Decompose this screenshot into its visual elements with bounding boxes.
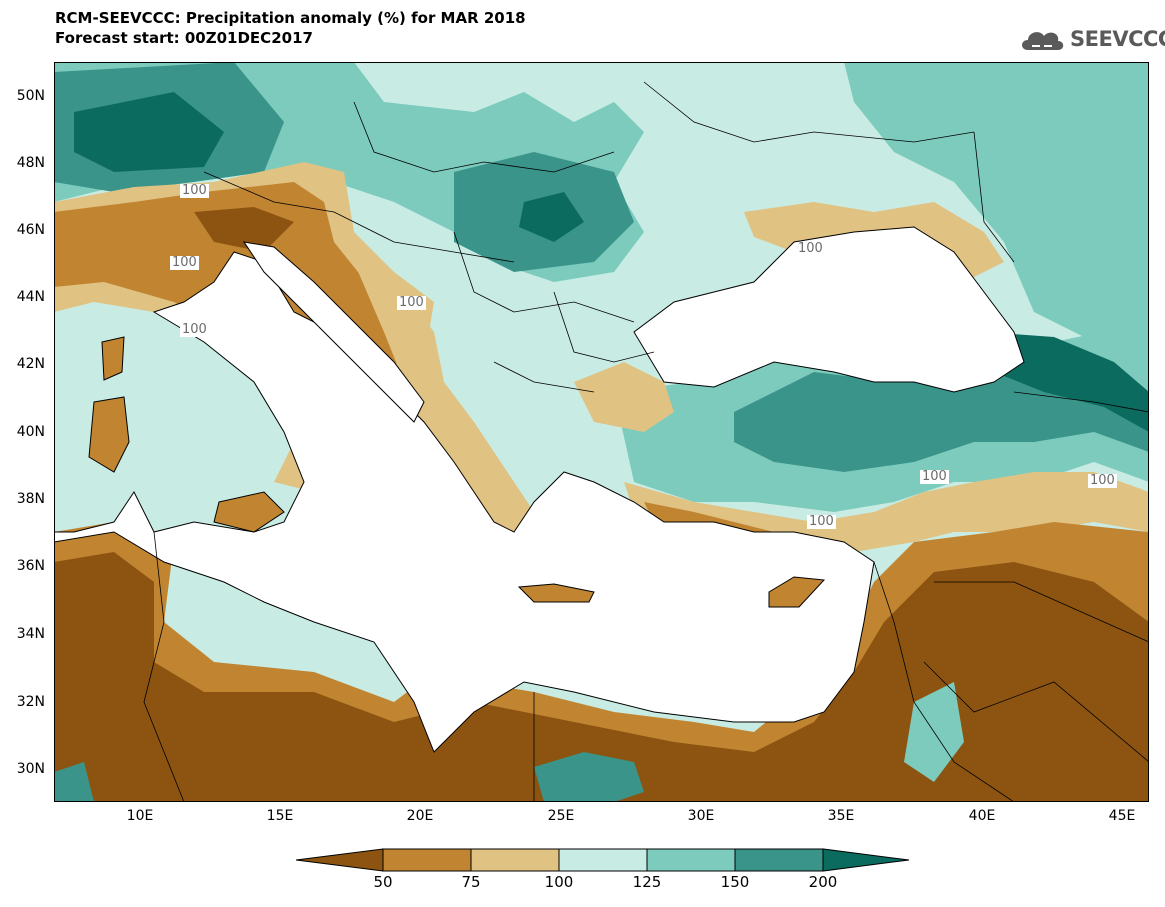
lon-label: 15E <box>266 808 294 824</box>
cloud-icon <box>1022 32 1064 50</box>
lon-label: 35E <box>827 808 855 824</box>
lon-label: 10E <box>126 808 154 824</box>
contour-label: 100 <box>807 514 836 529</box>
lon-label: 20E <box>406 808 434 824</box>
sea-tyrrhenian-mediterranean <box>54 251 875 753</box>
wet-patch-corner <box>54 762 94 802</box>
colorbar <box>296 848 910 872</box>
sea-adriatic <box>242 241 425 423</box>
contour-label: 100 <box>180 183 209 198</box>
colorbar-segment-100-125 <box>558 848 648 872</box>
dry-region-balkans-coast <box>354 262 534 542</box>
lon-label: 30E <box>687 808 715 824</box>
wet-region-caucasus-core <box>984 332 1149 432</box>
sea-black-sea <box>633 226 1025 393</box>
wet-region-north-east <box>844 62 1149 342</box>
wet-patch-egypt <box>534 752 644 802</box>
colorbar-label: 50 <box>373 873 393 891</box>
map-area: 100 100 100 100 100 100 100 100 <box>54 62 1149 802</box>
colorbar-segment-125-150 <box>646 848 736 872</box>
contour-label: 100 <box>920 469 949 484</box>
dry-region-italy-core <box>194 207 294 252</box>
colorbar-segment-75-100 <box>470 848 560 872</box>
wet-region-northwest-core <box>74 92 224 172</box>
map-title: RCM-SEEVCCC: Precipitation anomaly (%) f… <box>55 9 526 27</box>
contour-label: 100 <box>1088 473 1117 488</box>
contour-label: 100 <box>796 241 825 256</box>
seevccc-logo: SEEVCCC <box>1018 22 1165 56</box>
lat-label: 38N <box>16 491 45 507</box>
colorbar-segment-50-75 <box>382 848 472 872</box>
colorbar-segment-150-200 <box>734 848 824 872</box>
island-crete <box>517 583 595 603</box>
lat-label: 34N <box>16 626 45 642</box>
colorbar-label: 150 <box>720 873 750 891</box>
island-sicily <box>213 491 285 533</box>
colorbar-segment-under-50 <box>296 848 384 872</box>
colorbar-label: 200 <box>808 873 838 891</box>
wet-region-romania-core <box>519 192 584 242</box>
title-block: RCM-SEEVCCC: Precipitation anomaly (%) f… <box>55 8 526 48</box>
lat-label: 44N <box>16 289 45 305</box>
island-cyprus <box>768 576 826 608</box>
lon-label: 45E <box>1108 808 1136 824</box>
colorbar-label: 100 <box>544 873 574 891</box>
island-sardinia <box>88 396 130 473</box>
dry-region-north-africa-core <box>54 552 1149 802</box>
country-borders <box>143 81 1149 802</box>
lon-label: 25E <box>547 808 575 824</box>
colorbar-segment-over-200 <box>822 848 910 872</box>
contour-label: 100 <box>397 295 426 310</box>
contour-label: 100 <box>180 322 209 337</box>
lat-label: 40N <box>16 424 45 440</box>
map-subtitle: Forecast start: 00Z01DEC2017 <box>55 29 313 47</box>
lat-label: 30N <box>16 761 45 777</box>
colorbar-label: 125 <box>632 873 662 891</box>
lat-label: 36N <box>16 558 45 574</box>
logo-text: SEEVCCC <box>1070 27 1165 51</box>
colorbar-label: 75 <box>461 873 481 891</box>
dry-region-bulgaria <box>574 362 674 432</box>
island-corsica <box>101 336 125 381</box>
contour-label: 100 <box>170 255 199 270</box>
lat-label: 42N <box>16 356 45 372</box>
lat-label: 48N <box>16 155 45 171</box>
lat-label: 46N <box>16 222 45 238</box>
lon-label: 40E <box>968 808 996 824</box>
anomaly-map <box>54 62 1149 802</box>
lat-label: 32N <box>16 694 45 710</box>
lat-label: 50N <box>16 88 45 104</box>
